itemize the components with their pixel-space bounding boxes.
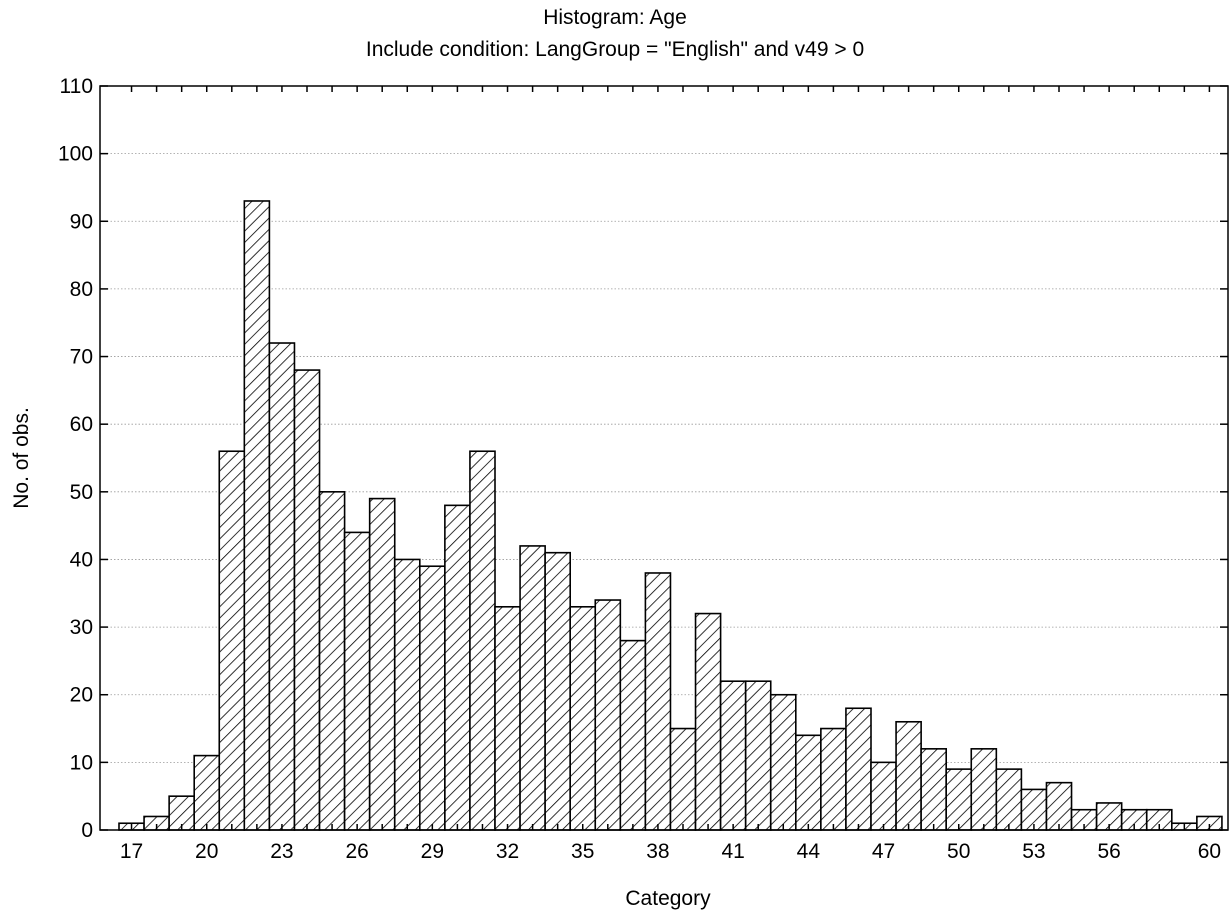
y-tick-label: 110 [60,75,93,98]
x-tick-label: 53 [1022,840,1045,863]
y-tick-labels: 0 10 20 30 40 50 60 70 80 90 100 110 [58,75,93,842]
bar [970,748,998,831]
bar [594,599,622,831]
x-tick-label: 41 [721,840,744,863]
bar [845,707,872,831]
bar [920,748,948,831]
bar [368,497,396,831]
bar [895,720,922,831]
y-tick-label: 80 [70,278,93,301]
bar [694,612,722,831]
y-tick-label: 10 [70,751,93,774]
bar [644,572,672,831]
bar [343,531,371,831]
x-tick-label: 35 [571,840,594,863]
y-tick-label: 40 [70,548,93,571]
y-tick-label: 20 [70,684,93,707]
axis-ticks [100,85,1228,831]
bar [719,680,747,831]
bar [193,754,221,831]
x-tick-label: 50 [947,840,970,863]
y-tick-label: 50 [70,481,93,504]
bar [870,761,897,831]
y-tick-label: 70 [70,346,93,369]
bar [494,605,521,831]
bar [744,680,772,831]
y-tick-label: 30 [70,616,93,639]
x-axis-label: Category [625,887,711,910]
bar [444,504,471,831]
x-tick-label: 47 [872,840,895,863]
bar [544,551,572,831]
y-tick-label: 0 [81,819,93,842]
chart-subtitle: Include condition: LangGroup = "English"… [366,38,864,61]
x-tick-label: 56 [1097,840,1120,863]
x-tick-label: 17 [120,840,143,863]
bar [243,200,271,831]
bar [569,605,597,831]
x-tick-label: 20 [195,840,218,863]
bar [469,450,496,831]
bar [1020,788,1048,831]
x-tick-label: 60 [1198,840,1221,863]
y-tick-label: 60 [70,413,93,436]
y-tick-label: 100 [58,143,93,166]
bar [945,768,973,831]
bar [418,565,446,831]
x-tick-label: 29 [421,840,444,863]
bar [1045,781,1073,831]
bar [794,734,822,831]
bar [519,545,546,831]
bar [995,768,1023,831]
y-axis-label: No. of obs. [10,407,33,509]
plot-frame [99,85,1229,831]
x-tick-label: 44 [797,840,821,863]
x-tick-label: 26 [345,840,368,863]
x-tick-label: 32 [496,840,519,863]
bar [318,491,346,831]
bar [218,450,246,831]
y-tick-label: 90 [70,210,93,233]
x-tick-label: 23 [270,840,293,863]
bar [820,727,847,831]
x-tick-labels: 17 20 23 26 29 32 35 38 41 44 47 50 53 56 60 [120,840,1221,863]
bar [769,693,797,831]
bars [118,200,1223,831]
bar [669,727,697,831]
chart-title: Histogram: Age [543,6,687,29]
bar [293,369,321,831]
bar [268,342,296,831]
bar [619,639,647,831]
x-tick-label: 38 [646,840,669,863]
bar [393,558,421,831]
